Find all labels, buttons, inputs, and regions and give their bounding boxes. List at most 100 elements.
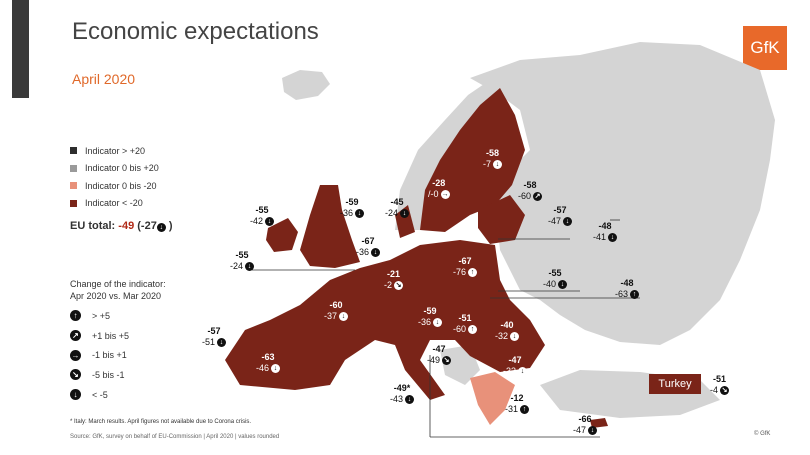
label-new: -67 <box>458 256 472 266</box>
down-arrow-icon: ↓ <box>405 395 415 404</box>
label-old: -4 <box>710 385 719 395</box>
down-arrow-icon: ↓ <box>400 209 410 218</box>
label-new: -60 <box>329 300 343 310</box>
label-new: -59 <box>423 306 437 316</box>
down-arrow-icon: ↓ <box>608 233 618 242</box>
label-old: -46 <box>256 363 270 373</box>
turkey-label-box: Turkey <box>649 374 701 394</box>
change-label: > +5 <box>92 310 111 321</box>
up-arrow-icon: ↑ <box>520 405 530 414</box>
down-arrow-icon: ↓ <box>433 318 443 327</box>
down-arrow-icon: ↓ <box>371 248 381 257</box>
ireland <box>266 218 298 252</box>
label-old: -32 <box>495 331 509 341</box>
label-new: -63 <box>261 352 275 362</box>
down-arrow-icon: ↓ <box>339 312 349 321</box>
label-new: -55 <box>255 205 269 215</box>
legend-label: Indicator 0 bis -20 <box>85 180 157 191</box>
country-label-spain: -63 -46 ↓ <box>256 352 281 374</box>
label-old: -24 <box>385 208 399 218</box>
cyprus <box>590 418 608 428</box>
country-label-slovakia: -55 -40 ↓ <box>543 268 568 290</box>
label-old: -24 <box>230 261 244 271</box>
down-arrow-icon: ↓ <box>271 364 281 373</box>
country-label-croatia: -47 -49 ↘ <box>427 344 452 366</box>
change-legend: ↑ > +5 ↗ +1 bis +5 → -1 bis +1 ↘ -5 bis -1 ↓… <box>70 306 129 404</box>
down-arrow-icon: ↓ <box>355 209 365 218</box>
country-label-belgium: -67 -36 ↓ <box>356 236 381 258</box>
page-title: Economic expectations <box>72 18 319 45</box>
legend-item: Indicator > +20 <box>70 142 159 160</box>
down-arrow-icon: ↓ <box>156 223 166 232</box>
country-label-germany: -21 -2 ↘ <box>384 269 404 291</box>
label-new: -59 <box>345 197 359 207</box>
label-new: -58 <box>486 148 500 158</box>
change-label: < -5 <box>92 389 108 400</box>
down-arrow-icon: ↓ <box>558 280 568 289</box>
country-label-austria: -59 -36 ↓ <box>418 306 443 328</box>
legend: Indicator > +20 Indicator 0 bis +20 Indi… <box>70 142 159 212</box>
down-arrow-icon: ↓ <box>563 217 573 226</box>
country-label-france: -60 -37 ↓ <box>324 300 349 322</box>
non-eu-landmass <box>470 42 775 345</box>
label-old: -36 <box>418 317 432 327</box>
label-old: -41 <box>593 232 607 242</box>
change-title-line: Change of the indicator: <box>70 279 166 289</box>
change-label: +1 bis +5 <box>92 330 130 341</box>
label-new: -57 <box>207 326 221 336</box>
label-old: -37 <box>324 311 338 321</box>
label-old: -36 <box>356 247 370 257</box>
label-old: -42 <box>250 216 264 226</box>
country-label-estonia: -58 -60 ↗ <box>518 180 543 202</box>
country-label-cyprus: -66 -47 ↓ <box>573 414 598 436</box>
up-right-arrow-icon: ↗ <box>70 330 81 342</box>
label-old: -60 <box>518 191 532 201</box>
down-right-arrow-icon: ↘ <box>70 369 81 381</box>
up-arrow-icon: ↑ <box>468 268 478 277</box>
country-label-romania-north: -48 -63 ↑ <box>615 278 640 300</box>
country-label-uk: -59 -36 ↓ <box>340 197 365 219</box>
label-old: -76 <box>453 267 467 277</box>
label-old: -31 <box>505 404 519 414</box>
label-new: -12 <box>510 393 524 403</box>
change-legend-item: ↘ -5 bis -1 <box>70 365 129 385</box>
copyright: © GfK <box>754 431 771 437</box>
legend-label: Indicator > +20 <box>85 145 146 156</box>
country-label-luxembourg: -55 -24 ↓ <box>230 250 255 272</box>
country-label-poland: -67 -76 ↑ <box>453 256 478 278</box>
change-legend-title: Change of the indicator: Apr 2020 vs. Ma… <box>70 278 166 302</box>
change-title-line: Apr 2020 vs. Mar 2020 <box>70 291 162 301</box>
down-arrow-icon: ↓ <box>245 262 255 271</box>
iceland <box>282 70 330 100</box>
label-new: -48 <box>620 278 634 288</box>
source-note: Source: GfK, survey on behalf of EU-Comm… <box>70 434 280 440</box>
label-new: -47 <box>432 344 446 354</box>
label-new: -55 <box>235 250 249 260</box>
down-right-arrow-icon: ↘ <box>720 386 730 395</box>
down-arrow-icon: ↓ <box>265 217 275 226</box>
label-new: -57 <box>553 205 567 215</box>
page-subtitle: April 2020 <box>72 71 136 87</box>
label-new: -45 <box>390 197 404 207</box>
country-label-latvia: -57 -47 ↓ <box>548 205 573 227</box>
label-new: -58 <box>523 180 537 190</box>
label-new: -21 <box>387 269 401 279</box>
down-arrow-icon: ↓ <box>217 338 227 347</box>
country-label-greece: -12 -31 ↑ <box>505 393 530 415</box>
legend-swatch <box>70 182 77 190</box>
country-label-turkey: -51 -4 ↘ <box>710 374 730 396</box>
continent-core <box>225 240 545 400</box>
right-arrow-icon: → <box>440 190 450 199</box>
label-old: -33 <box>503 366 517 376</box>
denmark <box>395 205 415 238</box>
country-label-denmark: -45 -24 ↓ <box>385 197 410 219</box>
down-right-arrow-icon: ↘ <box>442 356 452 365</box>
down-arrow-icon: ↓ <box>510 332 520 341</box>
eu-total: EU total: -49 (-27 ↓ ) <box>70 220 173 232</box>
label-new: -51 <box>713 374 727 384</box>
label-old: -7 <box>483 159 492 169</box>
label-old: -43 <box>390 394 404 404</box>
label-old: -60 <box>453 324 467 334</box>
country-label-bulgaria: -47 -33 ↓ <box>503 355 528 377</box>
label-new: -55 <box>548 268 562 278</box>
